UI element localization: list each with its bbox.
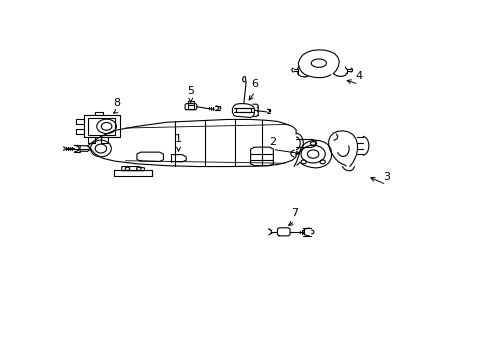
Text: 4: 4 (354, 71, 362, 81)
Text: 7: 7 (291, 208, 298, 219)
Text: 1: 1 (175, 134, 182, 144)
Text: 6: 6 (251, 79, 258, 89)
Text: 3: 3 (382, 172, 389, 182)
Text: 2: 2 (268, 136, 276, 147)
Text: 8: 8 (113, 98, 121, 108)
Text: 5: 5 (187, 86, 194, 96)
